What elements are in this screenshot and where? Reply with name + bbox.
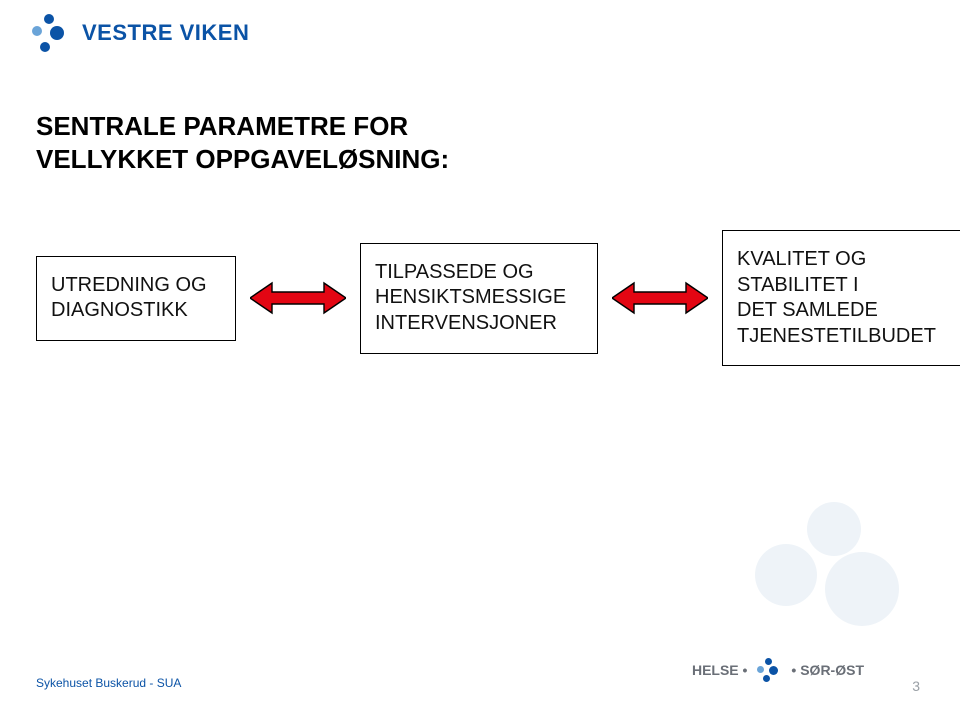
brand-logo-dots <box>28 14 72 52</box>
dot-icon <box>40 42 50 52</box>
flow-box-1: UTREDNING OG DIAGNOSTIKK <box>36 256 236 341</box>
brand-name: VESTRE VIKEN <box>82 20 249 46</box>
box-text: STABILITET I <box>737 273 955 299</box>
circle-icon <box>825 552 899 626</box>
title-line-2: VELLYKKET OPPGAVELØSNING: <box>36 143 449 176</box>
dot-icon <box>50 26 64 40</box>
flow-box-2: TILPASSEDE OG HENSIKTSMESSIGE INTERVENSJ… <box>360 243 598 354</box>
dot-icon <box>765 658 772 665</box>
double-arrow-icon <box>612 281 708 315</box>
box-text: UTREDNING OG <box>51 273 221 299</box>
dot-icon <box>757 666 764 673</box>
decorative-circles <box>755 502 905 642</box>
title-line-1: SENTRALE PARAMETRE FOR <box>36 110 449 143</box>
box-text: HENSIKTSMESSIGE <box>375 285 583 311</box>
box-text: TILPASSEDE OG <box>375 260 583 286</box>
footer-text: Sykehuset Buskerud - SUA <box>36 676 181 690</box>
double-arrow-icon <box>250 281 346 315</box>
dot-icon <box>769 666 778 675</box>
flowchart: UTREDNING OG DIAGNOSTIKK TILPASSEDE OG H… <box>36 230 924 366</box>
arrow-shape <box>612 283 708 313</box>
footer-partner-logo: HELSE • • SØR-ØST <box>692 658 864 682</box>
flow-box-3: KVALITET OG STABILITET I DET SAMLEDE TJE… <box>722 230 960 366</box>
dot-icon <box>44 14 54 24</box>
arrow-shape <box>250 283 346 313</box>
dot-icon <box>32 26 42 36</box>
box-text: TJENESTETILBUDET <box>737 324 955 350</box>
box-text: DET SAMLEDE <box>737 298 955 324</box>
page-number: 3 <box>912 678 920 694</box>
box-text: INTERVENSJONER <box>375 311 583 337</box>
footer-logo-dots <box>755 658 783 682</box>
footer-logo-left: HELSE • <box>692 662 747 678</box>
footer-logo-right: • SØR-ØST <box>791 662 864 678</box>
circle-icon <box>755 544 817 606</box>
brand-logo: VESTRE VIKEN <box>28 14 249 52</box>
box-text: KVALITET OG <box>737 247 955 273</box>
dot-icon <box>763 675 770 682</box>
circle-icon <box>807 502 861 556</box>
page-title: SENTRALE PARAMETRE FOR VELLYKKET OPPGAVE… <box>36 110 449 175</box>
box-text: DIAGNOSTIKK <box>51 298 221 324</box>
